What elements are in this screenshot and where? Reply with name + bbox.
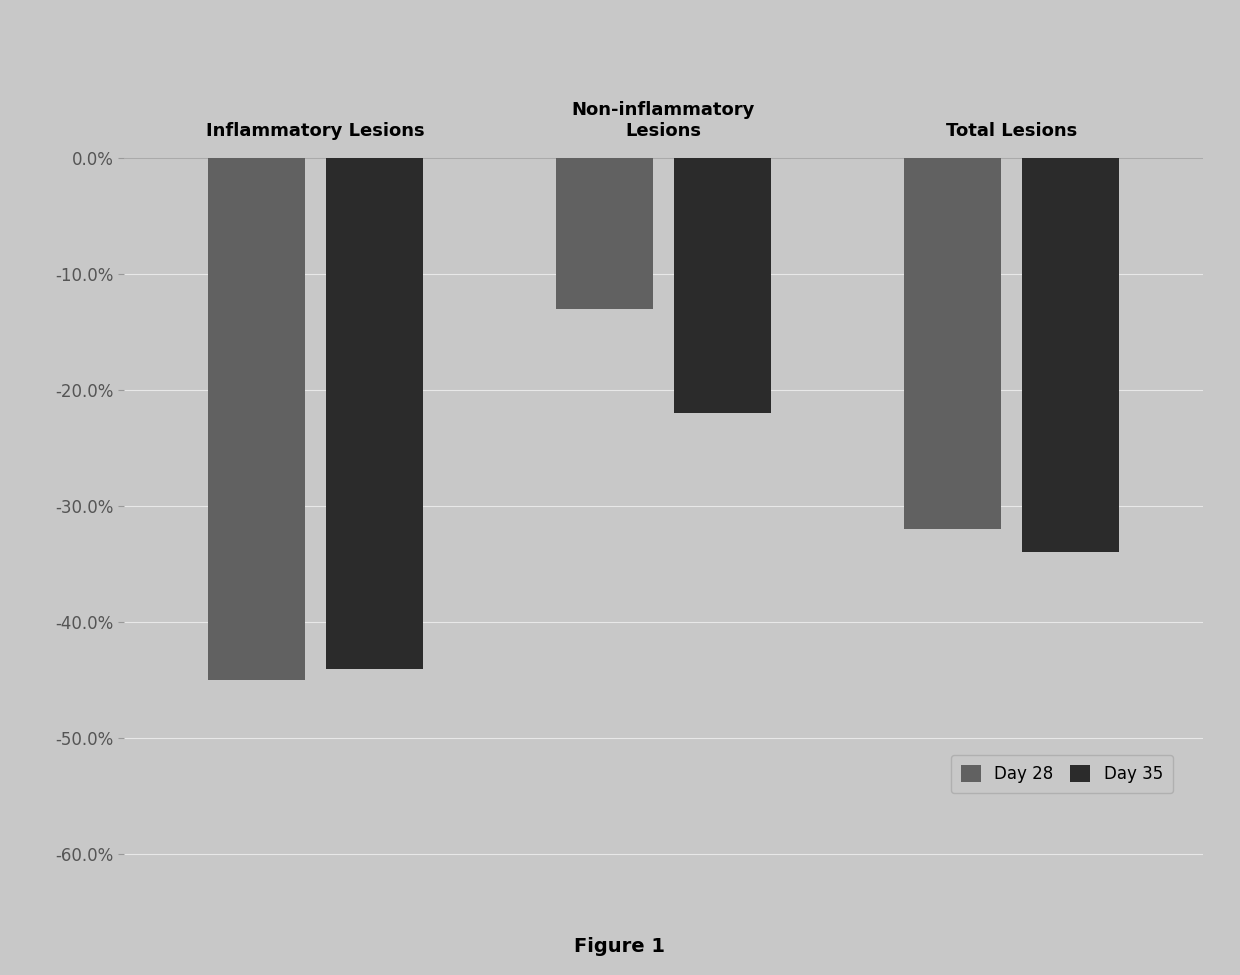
Bar xyxy=(207,158,305,681)
Legend: Day 28, Day 35: Day 28, Day 35 xyxy=(951,755,1173,793)
Bar xyxy=(556,158,653,308)
Bar xyxy=(326,158,423,669)
Text: Non-inflammatory
Lesions: Non-inflammatory Lesions xyxy=(572,101,755,140)
Text: Inflammatory Lesions: Inflammatory Lesions xyxy=(206,122,425,140)
Text: Figure 1: Figure 1 xyxy=(574,937,666,956)
Text: Total Lesions: Total Lesions xyxy=(946,122,1078,140)
Bar xyxy=(673,158,771,413)
Bar xyxy=(904,158,1001,529)
Bar xyxy=(1022,158,1120,553)
